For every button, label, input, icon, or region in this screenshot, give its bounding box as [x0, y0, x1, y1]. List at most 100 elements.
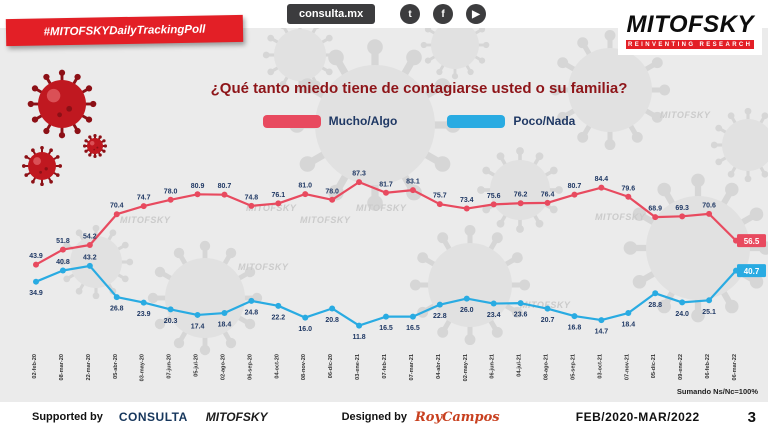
mitofsky-watermark: MITOFSKY	[595, 212, 646, 222]
youtube-icon[interactable]: ▶	[466, 4, 486, 24]
mitofsky-footer-logo: MITOFSKY	[205, 410, 268, 424]
trend-chart: 02-feb-20 08-mar-20 22-mar-20 05-abr-20 03-m…	[29, 171, 766, 381]
svg-text:05-jul-20: 05-jul-20	[194, 354, 200, 377]
svg-text:23.4: 23.4	[487, 312, 501, 319]
svg-text:09-ene-22: 09-ene-22	[678, 354, 684, 380]
svg-text:78.0: 78.0	[164, 188, 178, 195]
mitofsky-watermark: MITOFSKY	[238, 262, 289, 272]
twitter-icon[interactable]: t	[400, 4, 420, 24]
hashtag-ribbon: #MITOFSKYDailyTrackingPoll	[5, 14, 244, 47]
designed-by-label: Designed by	[341, 411, 407, 423]
virus-shape	[147, 240, 263, 356]
svg-text:80.7: 80.7	[218, 183, 232, 190]
svg-text:03-may-20: 03-may-20	[140, 354, 146, 381]
hashtag-label: #MITOFSKYDailyTrackingPoll	[43, 23, 206, 38]
mucho-algo-label: Mucho/Algo	[328, 114, 398, 128]
virus-shape	[710, 107, 768, 183]
svg-text:06-feb-22: 06-feb-22	[705, 354, 711, 379]
svg-text:16.5: 16.5	[379, 325, 393, 332]
svg-text:74.7: 74.7	[137, 195, 151, 202]
svg-text:80.7: 80.7	[568, 183, 582, 190]
date-range-label: FEB/2020-MAR/2022	[575, 410, 700, 424]
poco-nada-series: 34.9 40.8 43.2 26.8 23.9 20.3 17.4 18.4 24.8 22.2…	[29, 254, 766, 341]
svg-text:40.8: 40.8	[56, 259, 70, 266]
svg-text:16.0: 16.0	[298, 326, 312, 333]
poco-nada-label: Poco/Nada	[513, 114, 576, 128]
svg-text:06-sep-20: 06-sep-20	[247, 354, 253, 380]
svg-text:76.2: 76.2	[514, 192, 528, 199]
svg-text:78.0: 78.0	[325, 188, 339, 195]
svg-text:24.8: 24.8	[245, 309, 259, 316]
svg-text:79.6: 79.6	[621, 185, 635, 192]
footnote: Sumando Ns/Nc=100%	[676, 387, 758, 396]
svg-text:76.4: 76.4	[541, 191, 555, 198]
svg-text:87.3: 87.3	[352, 171, 366, 178]
svg-text:03-oct-21: 03-oct-21	[597, 354, 603, 379]
svg-text:08-nov-20: 08-nov-20	[301, 354, 307, 380]
page-title: ¿Qué tanto miedo tiene de contagiarse us…	[210, 80, 628, 97]
svg-text:23.9: 23.9	[137, 311, 151, 318]
brand-tagline: REINVENTING RESEARCH	[626, 40, 754, 49]
svg-text:08-mar-20: 08-mar-20	[59, 354, 65, 380]
svg-text:75.7: 75.7	[433, 193, 447, 200]
svg-text:70.6: 70.6	[702, 202, 716, 209]
svg-text:04-oct-20: 04-oct-20	[274, 354, 280, 379]
legend-item-mucho-algo: Mucho/Algo	[262, 114, 398, 128]
svg-text:07-feb-21: 07-feb-21	[382, 354, 388, 379]
svg-text:81.0: 81.0	[298, 183, 312, 190]
svg-text:76.1: 76.1	[271, 192, 285, 199]
mitofsky-watermark: MITOFSKY	[120, 215, 171, 225]
svg-text:70.4: 70.4	[110, 203, 124, 210]
svg-text:20.3: 20.3	[164, 318, 178, 325]
virus-shape	[83, 134, 107, 158]
svg-text:54.2: 54.2	[83, 234, 97, 241]
site-link[interactable]: consulta.mx	[287, 4, 376, 24]
page-number: 3	[747, 408, 756, 426]
svg-text:25.1: 25.1	[702, 309, 716, 316]
svg-text:16.8: 16.8	[568, 325, 582, 332]
svg-text:51.8: 51.8	[56, 238, 70, 245]
svg-text:43.9: 43.9	[29, 253, 43, 260]
chart-area: 02-feb-20 08-mar-20 22-mar-20 05-abr-20 03-m…	[0, 140, 768, 390]
mucho-algo-swatch	[262, 114, 321, 128]
svg-text:11.8: 11.8	[352, 334, 365, 341]
social-icons: t f ▶	[400, 4, 486, 24]
svg-text:80.9: 80.9	[191, 183, 205, 190]
svg-text:05-sep-21: 05-sep-21	[570, 354, 576, 380]
svg-text:43.2: 43.2	[83, 254, 97, 261]
svg-text:02-may-21: 02-may-21	[463, 354, 469, 381]
svg-text:04-jul-21: 04-jul-21	[517, 354, 523, 377]
svg-text:07-mar-21: 07-mar-21	[409, 354, 415, 380]
svg-text:20.7: 20.7	[541, 317, 555, 324]
designer-signature: RoyCampos	[414, 409, 500, 425]
svg-text:18.4: 18.4	[621, 322, 635, 329]
svg-text:03-ene-21: 03-ene-21	[355, 354, 361, 380]
svg-text:84.4: 84.4	[595, 176, 609, 183]
x-axis-labels: 02-feb-20 08-mar-20 22-mar-20 05-abr-20 03-m…	[32, 354, 738, 381]
mitofsky-watermark: MITOFSKY	[660, 110, 711, 120]
brand-name: MITOFSKY	[626, 11, 754, 38]
facebook-icon[interactable]: f	[433, 4, 453, 24]
mitofsky-watermark: MITOFSKY	[520, 300, 571, 310]
svg-text:24.0: 24.0	[675, 311, 689, 318]
svg-text:04-abr-21: 04-abr-21	[436, 354, 442, 379]
consulta-logo: CONSULTA	[118, 410, 188, 424]
svg-text:74.8: 74.8	[245, 194, 259, 201]
mitofsky-logo: MITOFSKY REINVENTING RESEARCH	[618, 8, 762, 55]
chart-legend: Mucho/Algo Poco/Nada	[90, 114, 748, 128]
svg-text:16.5: 16.5	[406, 325, 420, 332]
virus-shape	[21, 145, 63, 187]
svg-text:75.6: 75.6	[487, 193, 501, 200]
virus-shape	[623, 173, 768, 323]
svg-text:56.5: 56.5	[744, 237, 760, 246]
mitofsky-watermark: MITOFSKY	[300, 215, 351, 225]
svg-text:17.4: 17.4	[191, 323, 205, 330]
svg-text:06-jun-21: 06-jun-21	[490, 354, 496, 379]
svg-text:05-dic-21: 05-dic-21	[651, 354, 657, 378]
svg-text:83.1: 83.1	[406, 179, 420, 186]
svg-text:73.4: 73.4	[460, 197, 474, 204]
svg-text:07-nov-21: 07-nov-21	[624, 354, 630, 380]
footer-bar: Supported by CONSULTA MITOFSKY Designed …	[0, 402, 768, 432]
poco-nada-swatch	[447, 114, 506, 128]
